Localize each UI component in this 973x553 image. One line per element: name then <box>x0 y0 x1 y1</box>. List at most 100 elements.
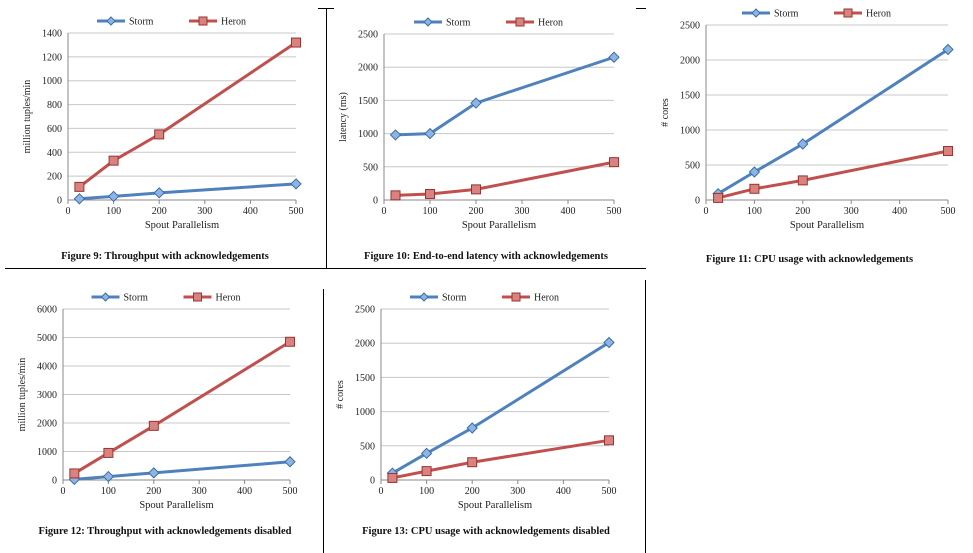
legend-label-storm: Storm <box>442 293 467 304</box>
separator-tick-2 <box>636 8 646 9</box>
heron-point <box>421 466 432 477</box>
storm-point <box>603 336 615 349</box>
separator-tick-1 <box>318 8 334 9</box>
y-tick-label: 0 <box>57 196 62 207</box>
x-tick-label: 400 <box>892 206 907 217</box>
x-axis-title: Spout Parallelism <box>145 220 219 231</box>
legend-marker-heron <box>511 292 521 302</box>
heron-point <box>108 155 119 166</box>
storm-point <box>290 178 302 190</box>
x-tick-label: 300 <box>510 486 525 497</box>
heron-point <box>467 457 478 468</box>
y-tick-label: 500 <box>363 162 378 173</box>
x-tick-label: 400 <box>561 206 576 217</box>
legend-marker-heron <box>198 16 208 26</box>
x-tick-label: 400 <box>237 486 252 497</box>
figure-13-caption: Figure 13: CPU usage with acknowledgemen… <box>362 526 610 537</box>
y-tick-label: 0 <box>52 476 57 487</box>
heron-point <box>797 175 808 186</box>
figure-10-panel: 0 500 1000 1500 2000 2500 0 100 200 300 400 500 Spou… <box>326 0 646 270</box>
x-tick-label: 300 <box>192 486 207 497</box>
x-tick-label: 300 <box>515 206 530 217</box>
x-axis-title: Spout Parallelism <box>458 500 532 511</box>
y-axis-title: million tuples/min <box>22 80 33 154</box>
storm-point <box>424 127 436 140</box>
x-tick-label: 200 <box>465 486 480 497</box>
heron-point <box>148 420 159 431</box>
legend-marker-heron <box>515 17 525 27</box>
legend-label-storm: Storm <box>129 17 154 28</box>
x-axis-title: Spout Parallelism <box>462 220 536 231</box>
storm-point <box>73 193 86 205</box>
x-tick-label: 200 <box>146 486 161 497</box>
storm-point <box>942 43 954 56</box>
series-line-heron <box>395 160 615 197</box>
storm-point <box>389 129 402 141</box>
x-tick-label: 500 <box>607 206 622 217</box>
series-line-storm <box>79 182 297 201</box>
x-tick-label: 100 <box>423 206 438 217</box>
y-tick-label: 1400 <box>42 29 62 40</box>
figure-11-chart: 0 500 1000 1500 2000 2500 0 100 200 300 400 500 Spou… <box>660 8 956 231</box>
y-axis-title: latency (ms) <box>338 92 349 142</box>
separator-top-2 <box>326 268 646 269</box>
figure-12-chart: 0 1000 2000 3000 4000 5000 6000 0 100 200 300 400 50… <box>17 292 298 511</box>
y-tick-label: 4000 <box>37 362 57 373</box>
y-tick-label: 600 <box>47 124 62 135</box>
x-tick-label: 200 <box>152 206 167 217</box>
y-tick-label: 0 <box>373 196 378 207</box>
x-axis-title: Spout Parallelism <box>790 220 864 231</box>
separator-vertical-3 <box>323 289 324 553</box>
series-line-storm <box>717 48 949 195</box>
y-tick-label: 1000 <box>37 447 57 458</box>
legend-marker-heron <box>193 292 202 302</box>
legend-marker-storm <box>423 17 433 27</box>
series-line-heron <box>73 340 291 475</box>
heron-point <box>285 336 295 347</box>
separator-vertical-1 <box>326 8 327 268</box>
storm-point <box>148 467 160 479</box>
x-tick-label: 500 <box>941 206 956 217</box>
heron-point <box>609 157 619 168</box>
y-tick-label: 0 <box>370 476 375 487</box>
y-tick-label: 1000 <box>358 129 378 140</box>
x-tick-label: 500 <box>289 206 304 217</box>
heron-point <box>154 129 165 140</box>
figure-13-chart: 0 500 1000 1500 2000 2500 0 100 200 300 400 500 Spou… <box>335 292 617 511</box>
y-tick-label: 1500 <box>680 91 700 102</box>
figure-9-panel: 0 200 400 600 800 1000 1200 1400 0 100 200 300 400 50… <box>0 0 320 270</box>
y-tick-label: 400 <box>47 148 62 159</box>
y-tick-label: 1200 <box>42 52 62 63</box>
legend-marker-heron <box>843 8 853 18</box>
legend-label-storm: Storm <box>446 18 471 29</box>
y-tick-label: 200 <box>47 172 62 183</box>
y-tick-label: 500 <box>360 441 375 452</box>
storm-point <box>153 187 165 199</box>
x-tick-label: 0 <box>379 486 384 497</box>
x-tick-label: 300 <box>844 206 859 217</box>
heron-point <box>425 189 435 200</box>
heron-point <box>390 190 401 201</box>
storm-point <box>470 97 482 109</box>
x-tick-label: 0 <box>66 206 71 217</box>
legend-marker-storm <box>419 292 429 302</box>
heron-point <box>604 435 614 446</box>
y-tick-label: 2500 <box>358 30 378 41</box>
storm-point <box>797 138 809 150</box>
heron-point <box>74 181 85 192</box>
storm-point <box>102 470 115 483</box>
separator-top-1 <box>5 268 326 269</box>
legend-marker-storm <box>106 16 116 26</box>
y-tick-label: 1000 <box>42 76 62 87</box>
y-axis-title: # cores <box>660 98 671 127</box>
figure-12-panel: 0 1000 2000 3000 4000 5000 6000 0 100 200 300 400 50… <box>0 280 320 553</box>
x-tick-label: 200 <box>795 206 810 217</box>
y-tick-label: 1500 <box>355 373 375 384</box>
y-tick-label: 2500 <box>680 21 700 32</box>
y-tick-label: 6000 <box>37 305 57 316</box>
y-tick-label: 1000 <box>355 407 375 418</box>
y-tick-label: 500 <box>685 161 700 172</box>
y-axis-title: million tuples/min <box>17 358 28 432</box>
series-line-heron <box>392 438 610 480</box>
legend-label-heron: Heron <box>216 293 241 304</box>
